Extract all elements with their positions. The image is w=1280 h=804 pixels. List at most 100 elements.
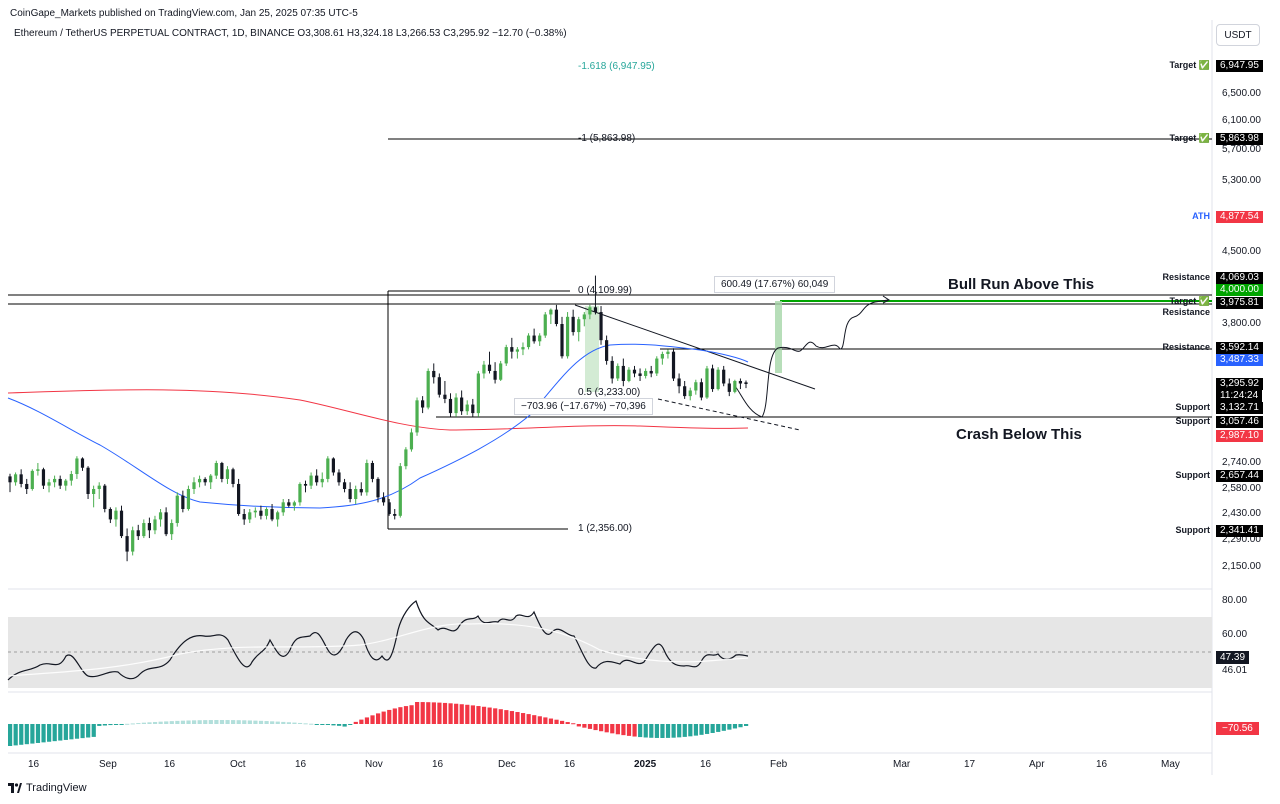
time-tick: Feb bbox=[770, 759, 788, 770]
macd-bar bbox=[515, 712, 520, 724]
price-box: 3,057.46 bbox=[1216, 416, 1263, 428]
macd-bar bbox=[35, 724, 41, 743]
macd-bar bbox=[571, 723, 576, 725]
projected-path bbox=[734, 299, 889, 418]
candle-body bbox=[722, 369, 726, 384]
candle-body bbox=[253, 510, 257, 513]
rsi-tick-60: 60.00 bbox=[1222, 629, 1248, 640]
currency-button[interactable]: USDT bbox=[1216, 24, 1260, 46]
candle-body bbox=[348, 489, 352, 499]
macd-bar bbox=[303, 723, 308, 725]
macd-bar bbox=[621, 724, 626, 736]
price-tick: 5,700.00 bbox=[1222, 144, 1261, 155]
candle-body bbox=[409, 432, 414, 450]
candle-body bbox=[460, 397, 464, 412]
price-box: 3,487.33 bbox=[1216, 354, 1263, 366]
symbol-line: Ethereum / TetherUS PERPETUAL CONTRACT, … bbox=[14, 28, 567, 39]
macd-bar bbox=[727, 724, 732, 730]
ma-200-line bbox=[7, 389, 749, 431]
candle-body bbox=[8, 476, 12, 483]
price-box: 3,975.81 bbox=[1216, 297, 1263, 309]
candle-body bbox=[354, 489, 358, 499]
macd-bar bbox=[247, 720, 252, 724]
candle-body bbox=[47, 482, 51, 486]
candle-body bbox=[493, 370, 497, 380]
macd-bar bbox=[649, 724, 654, 738]
macd-bar bbox=[688, 724, 693, 737]
candle-body bbox=[621, 365, 625, 381]
candle-body bbox=[326, 458, 330, 479]
candle-body bbox=[599, 312, 603, 341]
candle-body bbox=[108, 509, 112, 520]
candle-body bbox=[426, 370, 430, 408]
level-label: Resistance bbox=[1162, 342, 1210, 352]
candle-body bbox=[582, 314, 586, 320]
macd-bar bbox=[526, 714, 531, 724]
candle-body bbox=[248, 512, 252, 520]
macd-bar bbox=[364, 717, 370, 724]
macd-bar bbox=[643, 724, 648, 738]
candle-body bbox=[342, 482, 347, 489]
candle-body bbox=[19, 474, 23, 484]
macd-bar bbox=[19, 724, 24, 745]
macd-bar bbox=[403, 706, 409, 724]
macd-bar bbox=[604, 724, 609, 733]
macd-bar bbox=[286, 722, 291, 724]
macd-bar bbox=[593, 724, 598, 731]
candle-body bbox=[716, 369, 720, 390]
time-tick: 16 bbox=[295, 759, 307, 770]
macd-bar bbox=[236, 720, 241, 724]
candle-body bbox=[387, 502, 391, 514]
candle-body bbox=[499, 363, 503, 380]
macd-bar bbox=[270, 721, 275, 724]
candle-body bbox=[660, 353, 664, 359]
time-tick: May bbox=[1161, 759, 1180, 770]
time-tick: 16 bbox=[164, 759, 176, 770]
candle-body bbox=[694, 382, 698, 391]
price-box: 11:24:24 bbox=[1216, 390, 1263, 402]
candle-body bbox=[242, 514, 246, 520]
candle-body bbox=[415, 400, 419, 433]
candle-body bbox=[538, 335, 542, 342]
macd-bar bbox=[30, 724, 35, 744]
macd-bar bbox=[548, 718, 554, 724]
price-box: 3,132.71 bbox=[1216, 402, 1263, 414]
candles-group bbox=[8, 275, 748, 562]
fib-label-minus1: -1 (5,863.98) bbox=[578, 133, 636, 144]
candle-body bbox=[114, 510, 118, 520]
candle-body bbox=[92, 489, 96, 494]
macd-bar bbox=[409, 705, 414, 724]
macd-bar bbox=[543, 717, 548, 724]
macd-bar bbox=[654, 724, 659, 738]
candle-body bbox=[192, 482, 196, 489]
publisher-text: CoinGape_Markets published on TradingVie… bbox=[10, 8, 358, 19]
price-tick: 3,800.00 bbox=[1222, 318, 1261, 329]
candle-body bbox=[315, 475, 319, 483]
price-tick: 2,430.00 bbox=[1222, 508, 1261, 519]
macd-bar bbox=[208, 720, 213, 724]
candle-body bbox=[287, 502, 291, 506]
candle-body bbox=[125, 536, 129, 552]
candle-body bbox=[510, 347, 514, 352]
macd-bar bbox=[442, 702, 448, 724]
candle-body bbox=[75, 458, 79, 475]
time-tick: 16 bbox=[700, 759, 712, 770]
candle-body bbox=[175, 495, 179, 524]
candle-body bbox=[292, 502, 296, 506]
macd-bar bbox=[493, 708, 498, 724]
candle-body bbox=[131, 530, 135, 552]
candle-body bbox=[733, 380, 737, 392]
rsi-ma-line bbox=[7, 623, 749, 677]
time-tick: 2025 bbox=[634, 759, 657, 770]
price-box: 4,877.54 bbox=[1216, 211, 1263, 223]
candle-body bbox=[398, 466, 402, 516]
candle-body bbox=[264, 509, 269, 516]
candle-body bbox=[186, 489, 191, 509]
macd-bar bbox=[130, 723, 135, 725]
macd-bar bbox=[336, 724, 342, 726]
time-tick: Oct bbox=[230, 759, 246, 770]
price-tick: 2,740.00 bbox=[1222, 457, 1261, 468]
candle-body bbox=[543, 314, 547, 336]
macd-bar bbox=[370, 715, 375, 724]
